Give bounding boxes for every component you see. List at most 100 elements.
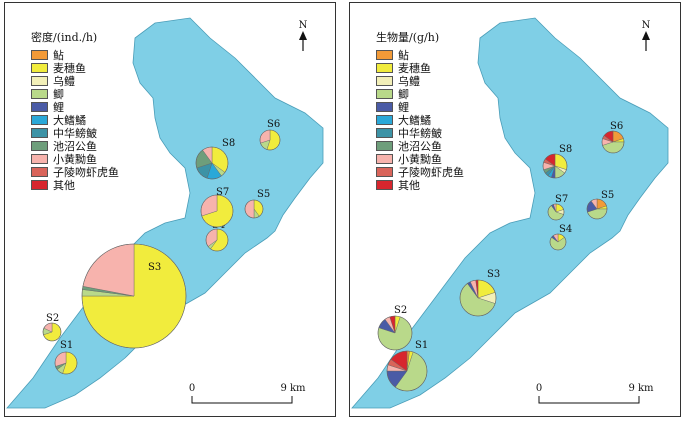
legend-label: 鲇	[398, 48, 409, 62]
legend-label: 小黄黝鱼	[398, 152, 442, 166]
site-label-s6: S6	[610, 121, 623, 132]
pie-outline	[547, 203, 565, 221]
north-arrow: N	[642, 20, 651, 51]
pie-outline	[205, 228, 229, 252]
pie-s3	[459, 279, 497, 317]
legend-swatch	[376, 75, 393, 86]
legend-swatch	[376, 166, 393, 177]
legend-label: 麦穗鱼	[53, 61, 86, 75]
legend-item: 池沼公鱼	[31, 139, 119, 153]
north-label: N	[642, 20, 651, 31]
legend-label: 其他	[398, 178, 420, 192]
legend-label: 鲤	[398, 100, 409, 114]
legend-label: 其他	[53, 178, 75, 192]
legend-item: 鲫	[31, 87, 119, 101]
legend-swatch	[31, 101, 48, 112]
site-label-s2: S2	[394, 305, 407, 316]
pie-s2	[377, 315, 413, 351]
legend-swatch	[376, 62, 393, 73]
site-label-s7: S7	[216, 187, 229, 198]
pie-outline	[386, 350, 428, 392]
legend-swatch	[31, 114, 48, 125]
legend-item: 小黄黝鱼	[31, 152, 119, 166]
legend-label: 大鳍鱊	[398, 113, 431, 127]
legend-item: 其他	[31, 178, 119, 192]
legend-item: 鲇	[376, 48, 464, 62]
legend-swatch	[376, 49, 393, 60]
legend-swatch	[376, 101, 393, 112]
legend-item: 其他	[376, 178, 464, 192]
site-label-s1: S1	[415, 340, 428, 351]
site-label-s3: S3	[148, 262, 161, 273]
legend-label: 麦穗鱼	[398, 61, 431, 75]
site-label-s1: S1	[60, 340, 73, 351]
biomass-legend: 生物量/(g/h) 鲇麦穗鱼 乌鳢鲫鲤大鳍鱊 中华鳑鲏 池沼公鱼 小黄黝鱼 子陵吻虾虎鱼其…	[376, 29, 464, 192]
pie-outline	[42, 322, 62, 342]
legend-swatch	[376, 140, 393, 151]
scale-start-label: 0	[536, 383, 542, 394]
legend-item: 鲤	[31, 100, 119, 114]
legend-item: 乌鳢	[31, 74, 119, 88]
legend-swatch	[31, 179, 48, 190]
legend-label: 乌鳢	[53, 74, 75, 88]
north-arrow: N	[299, 20, 308, 51]
legend-label: 鲫	[53, 87, 64, 101]
pie-outline	[244, 199, 264, 219]
legend-swatch	[31, 127, 48, 138]
site-label-s4: S4	[559, 224, 572, 235]
legend-items: 鲇麦穗鱼 乌鳢鲫鲤大鳍鱊 中华鳑鲏 池沼公鱼 小黄黝鱼 子陵吻虾虎鱼 其他	[31, 48, 119, 192]
legend-swatch	[31, 88, 48, 99]
pie-s6	[259, 129, 281, 151]
legend-item: 麦穗鱼	[31, 61, 119, 75]
pie-outline	[195, 146, 229, 180]
legend-item: 大鳍鱊	[376, 113, 464, 127]
pie-s8	[542, 153, 568, 179]
legend-label: 子陵吻虾虎鱼	[398, 165, 464, 179]
pie-outline	[200, 194, 234, 228]
legend-swatch	[376, 153, 393, 164]
legend-item: 中华鳑鲏	[31, 126, 119, 140]
pie-s4	[205, 228, 229, 252]
legend-swatch	[31, 75, 48, 86]
density-legend: 密度/(ind./h) 鲇麦穗鱼 乌鳢鲫鲤大鳍鱊 中华鳑鲏 池沼公鱼 小黄黝鱼 子陵吻虾虎…	[31, 29, 119, 192]
legend-item: 大鳍鱊	[31, 113, 119, 127]
legend-label: 池沼公鱼	[398, 139, 442, 153]
pie-outline	[601, 130, 625, 154]
legend-item: 中华鳑鲏	[376, 126, 464, 140]
legend-label: 池沼公鱼	[53, 139, 97, 153]
pie-s7	[200, 194, 234, 228]
pie-s3	[81, 243, 187, 349]
pie-s4	[549, 233, 567, 251]
legend-item: 子陵吻虾虎鱼	[31, 165, 119, 179]
legend-item: 小黄黝鱼	[376, 152, 464, 166]
legend-swatch	[31, 166, 48, 177]
legend-item: 子陵吻虾虎鱼	[376, 165, 464, 179]
pie-s5	[586, 198, 608, 220]
site-label-s6: S6	[267, 119, 280, 130]
legend-label: 小黄黝鱼	[53, 152, 97, 166]
legend-item: 鲤	[376, 100, 464, 114]
pie-outline	[259, 129, 281, 151]
pie-outline	[542, 153, 568, 179]
scale-end-label: 9 km	[280, 383, 306, 394]
scale-start-label: 0	[189, 383, 195, 394]
scale-bar: 0 9 km	[536, 383, 654, 404]
legend-swatch	[31, 140, 48, 151]
biomass-pies: S1 S2 S3 S4 S5 S6 S7 S8	[377, 121, 625, 392]
site-label-s3: S3	[487, 269, 500, 280]
legend-title: 密度/(ind./h)	[31, 31, 98, 44]
lake-outline	[351, 17, 669, 409]
legend-swatch	[376, 88, 393, 99]
legend-swatch	[31, 153, 48, 164]
site-label-s8: S8	[559, 144, 572, 155]
legend-label: 中华鳑鲏	[398, 126, 442, 140]
site-label-s7: S7	[555, 194, 568, 205]
site-label-s2: S2	[46, 313, 59, 324]
legend-swatch	[376, 179, 393, 190]
legend-item: 鲇	[31, 48, 119, 62]
scale-bar: 0 9 km	[189, 383, 306, 404]
pie-s6	[601, 130, 625, 154]
